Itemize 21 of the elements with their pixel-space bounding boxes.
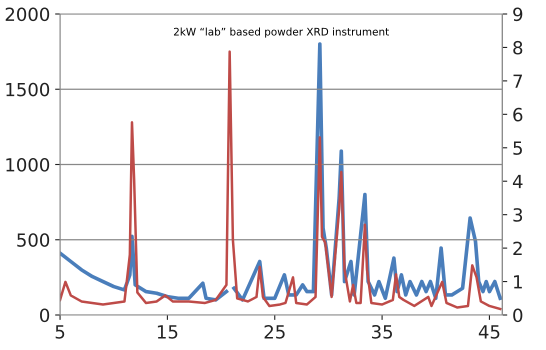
y-tick-label: 500 [17,233,50,247]
y2-tick-label: 0 [513,308,522,322]
x-tick-label: 5 [56,325,64,339]
text: 2kW “lab” based powder XRD instrument [174,28,389,38]
y-tick-label: 0 [40,308,50,322]
x-tick-label: 35 [372,325,392,339]
y2-tick-label: 5 [513,141,522,155]
y-tick-label: 1000 [6,158,50,172]
y2-tick-label: 6 [513,108,522,122]
x-tick-label: 45 [478,325,500,339]
y2-tick-label: 9 [513,7,522,22]
y2-tick-label: 3 [513,208,522,222]
x-tick-label: 25 [264,325,285,339]
y2-tick-label: 4 [512,174,523,188]
y2-tick-label: 1 [514,275,522,288]
x-tick-label: 15 [158,325,178,339]
y-tick-label: 2000 [6,7,50,22]
y2-tick-label: 2 [513,242,522,255]
y-tick-label: 1500 [6,82,50,96]
y2-tick-label: 8 [513,40,522,55]
y2-tick-label: 7 [514,74,522,88]
